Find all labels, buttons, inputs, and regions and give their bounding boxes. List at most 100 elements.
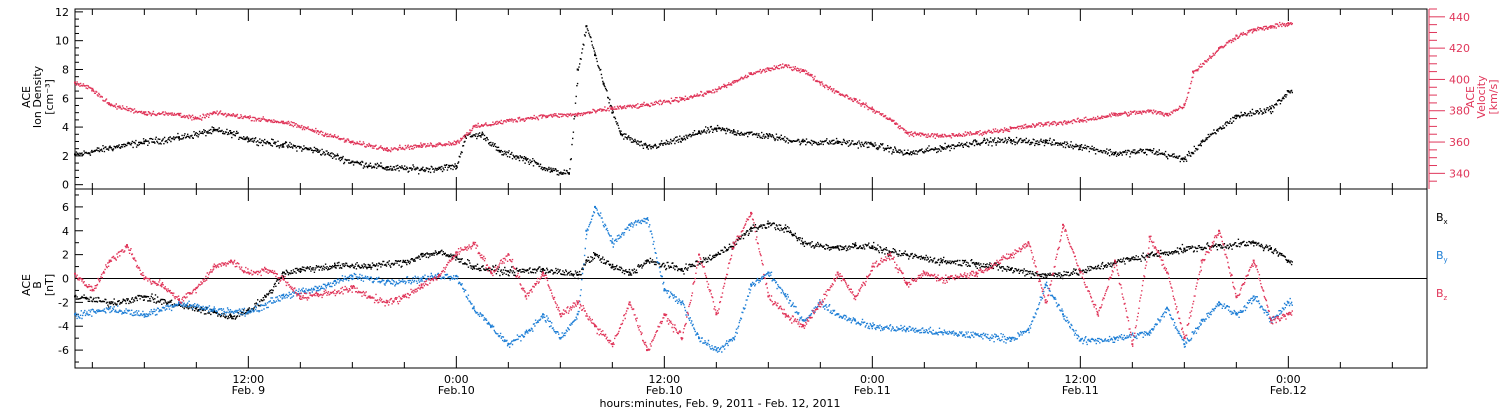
b-bx-point	[611, 265, 614, 268]
b-by-point	[1010, 337, 1012, 340]
date-tick-label: Feb.11	[854, 384, 891, 397]
velocity-axis-title-2: Velocity	[1475, 75, 1488, 119]
b-by-point	[542, 313, 544, 316]
velocity-point	[507, 119, 510, 122]
density-point	[550, 169, 553, 172]
top-panel-points	[74, 21, 1293, 176]
b-bx-point	[74, 295, 76, 298]
velocity-point	[1183, 103, 1186, 106]
b-by-point	[1044, 283, 1047, 286]
b-bz-point	[1062, 223, 1064, 226]
b-bx-point	[767, 222, 770, 225]
b-bz-point	[1096, 313, 1099, 316]
b-bz-point	[1027, 241, 1030, 244]
density-tick-label: 6	[62, 92, 69, 105]
b-by-point	[420, 277, 423, 280]
velocity-tick-label: 420	[1449, 42, 1470, 55]
b-bx-point	[871, 245, 874, 248]
b-bx-point	[594, 253, 596, 256]
legend: Bx By Bz	[1436, 211, 1448, 302]
b-bx-point	[940, 259, 943, 262]
b-bz-point	[91, 289, 94, 292]
velocity-point	[680, 97, 683, 100]
b-bz-point	[1270, 319, 1272, 322]
density-tick-label: 4	[62, 121, 69, 134]
b-bx-point	[1252, 241, 1255, 244]
velocity-tick-label: 340	[1449, 167, 1470, 180]
b-by-point	[663, 289, 666, 292]
density-point	[1270, 107, 1272, 110]
b-tick-label: -6	[58, 344, 69, 357]
b-by-point	[74, 313, 76, 316]
date-tick-label: Feb.12	[1270, 384, 1307, 397]
density-point	[715, 127, 718, 130]
b-bz-point	[750, 211, 752, 214]
b-tick-label: -2	[58, 296, 69, 309]
density-point	[594, 54, 596, 57]
b-bz-point	[871, 265, 874, 268]
b-by-point	[1148, 331, 1151, 334]
velocity-point	[420, 144, 423, 147]
density-axis-title-3: [cm⁻³]	[43, 79, 56, 115]
b-axis-title-2: B	[31, 281, 44, 289]
b-bz-point	[542, 271, 544, 274]
velocity-point	[576, 112, 579, 115]
density-point	[282, 143, 284, 146]
b-bx-point	[750, 227, 752, 230]
b-bz-point	[1131, 343, 1134, 346]
velocity-point	[74, 81, 76, 84]
density-tick-label: 10	[55, 35, 69, 48]
density-point	[602, 82, 605, 85]
b-bz-point	[1235, 295, 1238, 298]
velocity-point	[871, 108, 874, 111]
b-bx-point	[854, 244, 856, 247]
b-by-point	[750, 283, 752, 286]
b-bz-point	[351, 287, 354, 290]
b-bz-point	[74, 272, 76, 275]
top-panel-frame	[74, 8, 1428, 190]
legend-bz: Bz	[1436, 287, 1448, 302]
b-by-cloud	[75, 206, 1293, 353]
b-by-point	[1114, 337, 1116, 340]
b-tick-label: -4	[58, 320, 69, 333]
b-by-point	[1062, 313, 1064, 316]
density-axis-ticks: 0 2 4 6 8 10 12	[55, 6, 83, 192]
b-axis-ticks: -6 -4 -2 0 2 4 6	[58, 194, 83, 363]
b-bz-point	[178, 298, 180, 301]
density-axis-title-1: ACE	[20, 86, 33, 108]
b-bz-cloud	[75, 212, 1293, 351]
time-tick-label: 0:00	[1276, 373, 1301, 386]
b-bz-point	[108, 259, 111, 262]
b-bx-point	[282, 271, 284, 274]
b-bx-point	[334, 264, 336, 267]
time-tick-label: 0:00	[444, 373, 469, 386]
velocity-point	[1192, 70, 1194, 73]
b-bx-point	[576, 273, 579, 276]
b-bz-point	[455, 251, 458, 254]
density-point	[247, 137, 250, 140]
velocity-point	[750, 72, 752, 75]
b-bx-point	[507, 270, 510, 273]
time-tick-label: 12:00	[648, 373, 680, 386]
velocity-point	[802, 69, 804, 72]
b-tick-label: 0	[62, 273, 69, 286]
b-bx-point	[1114, 260, 1116, 263]
legend-bx: Bx	[1436, 211, 1448, 226]
velocity-tick-label: 440	[1449, 11, 1470, 24]
b-bz-point	[490, 271, 492, 274]
density-point	[1235, 114, 1238, 117]
b-by-point	[282, 294, 284, 297]
b-bz-point	[732, 241, 735, 244]
time-axis-title: hours:minutes, Feb. 9, 2011 - Feb. 12, 2…	[599, 397, 840, 410]
b-bz-point	[1114, 259, 1116, 262]
b-bz-point	[802, 325, 804, 328]
b-bz-point	[628, 301, 631, 304]
b-axis-title-1: ACE	[20, 274, 33, 296]
b-bx-point	[1183, 247, 1186, 250]
b-bz-point	[784, 313, 787, 316]
b-bx-point	[836, 246, 839, 249]
time-tick-label: 12:00	[1064, 373, 1096, 386]
b-bz-point	[663, 313, 666, 316]
date-tick-label: Feb.10	[438, 384, 475, 397]
b-tick-label: 4	[62, 225, 69, 238]
